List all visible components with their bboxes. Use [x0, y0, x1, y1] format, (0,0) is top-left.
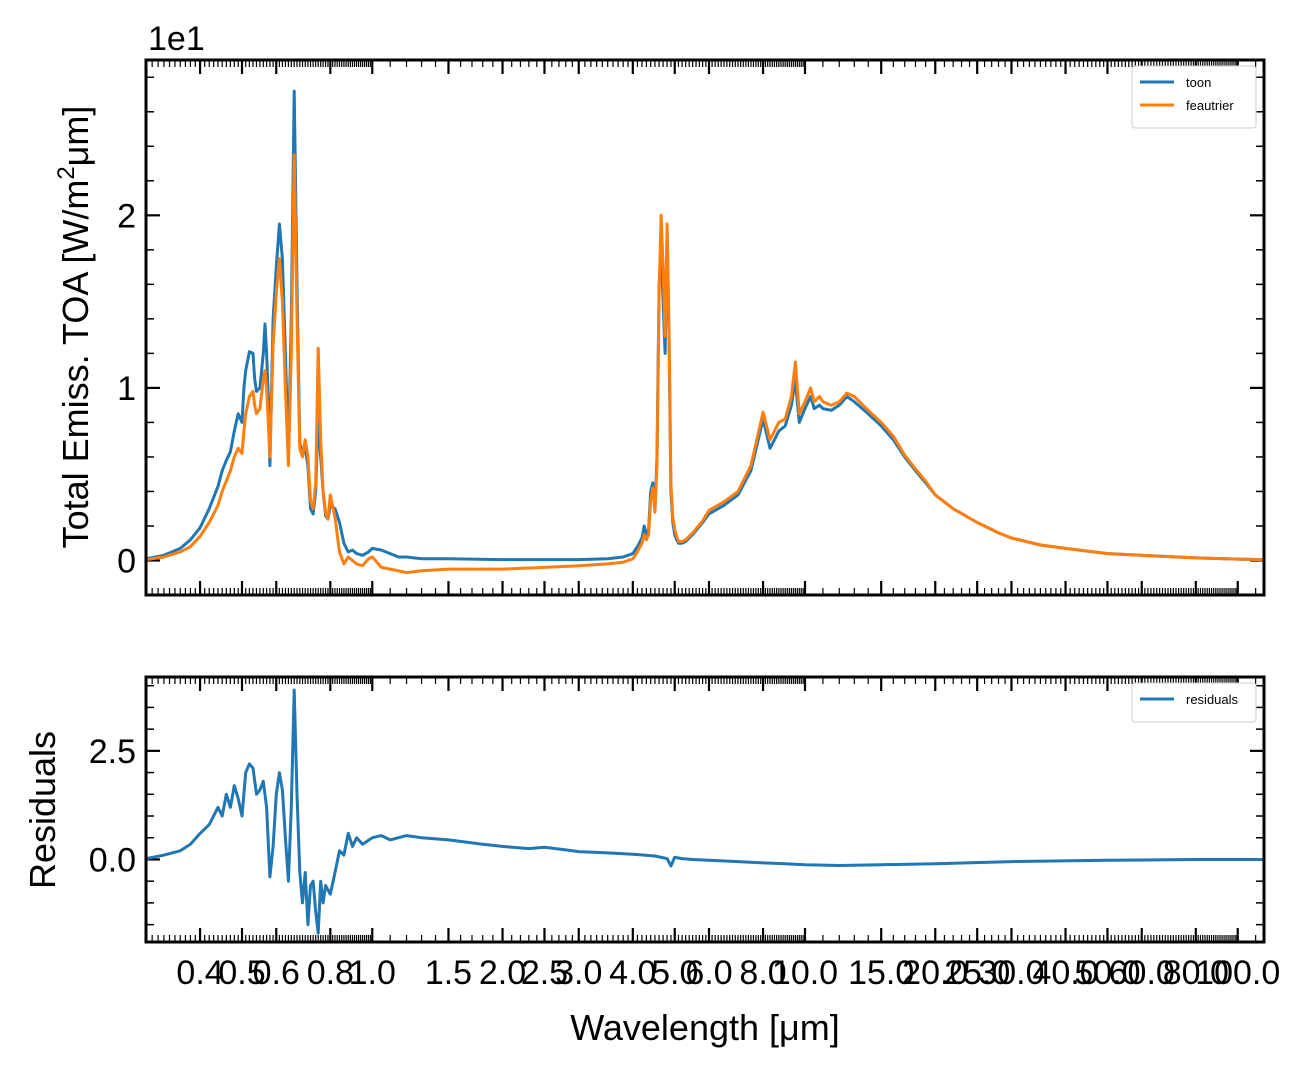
top-y-axis-label: Total Emiss. TOA [W/m2μm] [53, 106, 96, 549]
x-tick-label: 0.5 [218, 954, 265, 992]
x-tick-label: 10.0 [772, 954, 838, 992]
x-tick-label: 8.0 [739, 954, 786, 992]
x-tick-label: 40.0 [1032, 954, 1098, 992]
bottom-y-tick-label: 0.0 [89, 841, 136, 879]
top-y-tick-label: 1 [117, 370, 136, 408]
bottom-panel: Residuals 0.02.5 0.40.50.6 0.81.0 1.5 2.02.… [22, 675, 1280, 1048]
top-series-line-toon [146, 89, 1264, 562]
x-tick-label: 3.0 [555, 954, 602, 992]
x-tick-label: 25.0 [944, 954, 1010, 992]
x-tick-label: 0.6 [253, 954, 300, 992]
top-series-line-feautrier [146, 153, 1264, 575]
x-tick-label: 0.8 [307, 954, 354, 992]
x-tick-label: 1.0 [349, 954, 396, 992]
bottom-x-ticks: 0.40.50.6 0.81.0 1.5 2.02.53.0 4.05.06.0 8.01… [145, 677, 1280, 992]
top-y-axis-label-main: Total Emiss. TOA [W/m [55, 180, 96, 549]
x-tick-label: 1.5 [425, 954, 472, 992]
x-tick-label: 5.0 [651, 954, 698, 992]
x-tick-label: 2.5 [521, 954, 568, 992]
top-y-tick-label: 0 [117, 542, 136, 580]
top-offset-text: 1e1 [148, 20, 205, 58]
x-tick-label: 30.0 [978, 954, 1044, 992]
bottom-legend-label-residuals: residuals [1186, 692, 1239, 707]
x-tick-label: 20.0 [902, 954, 968, 992]
x-tick-label: 0.4 [176, 954, 223, 992]
x-tick-label: 2.0 [479, 954, 526, 992]
x-axis-label: Wavelength [μm] [570, 1007, 840, 1048]
x-tick-label: 60.0 [1109, 954, 1175, 992]
bottom-y-axis-label: Residuals [22, 731, 63, 889]
x-tick-label: 80.0 [1163, 954, 1229, 992]
top-plot-frame [144, 58, 1266, 597]
top-y-ticks: 0 1 2 [117, 76, 1264, 596]
bottom-y-tick-label: 2.5 [89, 733, 136, 771]
bottom-plot-frame [144, 675, 1266, 944]
x-tick-label: 50.0 [1074, 954, 1140, 992]
bottom-plot-lines [146, 688, 1264, 935]
x-tick-label: 15.0 [848, 954, 914, 992]
top-legend: toon feautrier [1131, 65, 1257, 129]
bottom-legend-box [1131, 682, 1257, 723]
bottom-legend: residuals [1131, 682, 1257, 723]
top-y-axis-label-tail: μm] [55, 106, 96, 167]
x-tick-label: 6.0 [685, 954, 732, 992]
top-legend-label-toon: toon [1186, 75, 1211, 90]
top-panel: 1e1 Total Emiss. TOA [W/m2μm] 012 toonfe… [53, 20, 1266, 597]
top-y-tick-label: 2 [117, 197, 136, 235]
x-tick-label: 4.0 [609, 954, 656, 992]
top-plot-lines [146, 89, 1264, 575]
bottom-series-line-residuals [146, 688, 1264, 935]
top-y-axis-label-sup: 2 [53, 166, 80, 179]
x-tick-label: 100.0 [1195, 954, 1280, 992]
top-legend-label-feautrier: feautrier [1186, 98, 1234, 113]
